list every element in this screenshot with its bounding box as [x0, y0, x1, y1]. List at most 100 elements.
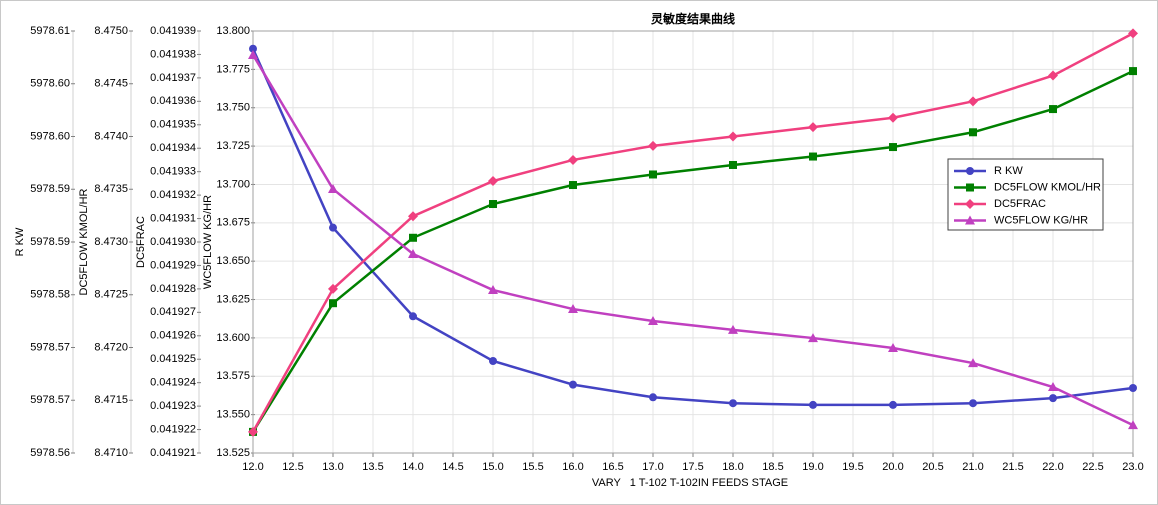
point — [488, 176, 498, 187]
point — [728, 131, 738, 142]
x-tick-label: 21.0 — [962, 461, 983, 473]
point — [969, 399, 977, 408]
y-tick-label: 0.041923 — [150, 400, 196, 412]
point — [809, 152, 817, 161]
y-tick-label: 0.041938 — [150, 48, 196, 60]
point — [488, 285, 498, 295]
y-tick-label: 0.041921 — [150, 447, 196, 459]
point — [489, 200, 497, 209]
point — [409, 233, 417, 242]
y-tick-label: 8.4715 — [94, 394, 128, 406]
point — [569, 181, 577, 190]
y-tick-label: 0.041937 — [150, 72, 196, 84]
series-line — [251, 54, 1134, 427]
plot-frame — [252, 30, 1134, 454]
y-tick-label: 5978.57 — [30, 341, 70, 353]
x-tick-label: 17.5 — [682, 461, 703, 473]
y-tick-label: 13.650 — [216, 255, 250, 267]
y-tick-label: 0.041924 — [150, 377, 196, 389]
y-tick-label: 13.700 — [216, 178, 250, 190]
x-tick-label: 18.5 — [762, 461, 783, 473]
y-tick-label: 0.041933 — [150, 166, 196, 178]
y-axis-label: R KW — [14, 227, 26, 256]
x-tick-label: 14.0 — [402, 461, 423, 473]
point — [966, 183, 974, 192]
y-tick-label: 13.625 — [216, 293, 250, 305]
point — [328, 184, 338, 194]
x-axis-label: VARY 1 T-102 T-102IN FEEDS STAGE — [592, 477, 788, 489]
series-line — [251, 69, 1134, 433]
point — [408, 211, 418, 222]
y-tick-label: 5978.57 — [30, 394, 70, 406]
y-tick-label: 13.575 — [216, 370, 250, 382]
y-tick-label: 5978.61 — [30, 25, 70, 37]
y-axis-label: DC5FLOW KMOL/HR — [78, 188, 90, 295]
y-tick-label: 0.041934 — [150, 142, 196, 154]
y-tick-label: 0.041930 — [150, 236, 196, 248]
x-tick-label: 12.0 — [242, 461, 263, 473]
y-tick-label: 13.725 — [216, 140, 250, 152]
point — [1048, 70, 1058, 81]
point — [808, 333, 818, 343]
point — [1129, 67, 1137, 76]
point — [649, 170, 657, 179]
point — [729, 160, 737, 169]
y-tick-label: 13.525 — [216, 447, 250, 459]
point — [648, 140, 658, 151]
y-tick-label: 8.4730 — [94, 236, 128, 248]
point — [249, 44, 257, 53]
y-tick-label: 8.4735 — [94, 183, 128, 195]
y-tick-label: 13.550 — [216, 409, 250, 421]
point — [248, 426, 258, 437]
y-tick-label: 5978.59 — [30, 236, 70, 248]
point — [968, 358, 978, 368]
point — [965, 199, 975, 209]
y-tick-label: 0.041936 — [150, 95, 196, 107]
series-line — [251, 48, 1134, 407]
x-tick-label: 14.5 — [442, 461, 463, 473]
point — [966, 167, 974, 175]
point — [1128, 28, 1138, 39]
x-tick-label: 16.0 — [562, 461, 583, 473]
point — [1048, 382, 1058, 392]
y-tick-label: 0.041939 — [150, 25, 196, 37]
point — [888, 343, 898, 353]
point — [328, 283, 338, 294]
point — [648, 316, 658, 326]
y-tick-label: 5978.59 — [30, 183, 70, 195]
x-tick-label: 21.5 — [1002, 461, 1023, 473]
y-tick-label: 0.041935 — [150, 119, 196, 131]
y-tick-label: 8.4710 — [94, 447, 128, 459]
point — [489, 357, 497, 366]
point — [889, 143, 897, 152]
legend-label: R KW — [994, 165, 1023, 177]
x-tick-label: 22.5 — [1082, 461, 1103, 473]
x-tick-label: 15.5 — [522, 461, 543, 473]
x-tick-label: 16.5 — [602, 461, 623, 473]
y-tick-label: 0.041926 — [150, 330, 196, 342]
point — [1049, 105, 1057, 114]
legend-label: WC5FLOW KG/HR — [994, 214, 1088, 226]
point — [968, 96, 978, 107]
point — [408, 248, 418, 258]
y-tick-label: 0.041927 — [150, 306, 196, 318]
y-axis-label: DC5FRAC — [135, 216, 147, 268]
y-axis-label: WC5FLOW KG/HR — [202, 195, 214, 289]
point — [568, 304, 578, 314]
point — [808, 122, 818, 133]
y-tick-label: 5978.60 — [30, 78, 70, 90]
series-line — [251, 32, 1134, 433]
y-tick-label: 5978.58 — [30, 289, 70, 301]
y-tick-label: 8.4745 — [94, 78, 128, 90]
y-tick-label: 0.041925 — [150, 353, 196, 365]
x-tick-label: 20.5 — [922, 461, 943, 473]
x-tick-label: 15.0 — [482, 461, 503, 473]
point — [969, 128, 977, 137]
y-tick-label: 13.675 — [216, 217, 250, 229]
y-tick-label: 0.041932 — [150, 189, 196, 201]
x-tick-label: 19.5 — [842, 461, 863, 473]
point — [965, 215, 975, 225]
y-tick-label: 5978.56 — [30, 447, 70, 459]
x-tick-label: 17.0 — [642, 461, 663, 473]
